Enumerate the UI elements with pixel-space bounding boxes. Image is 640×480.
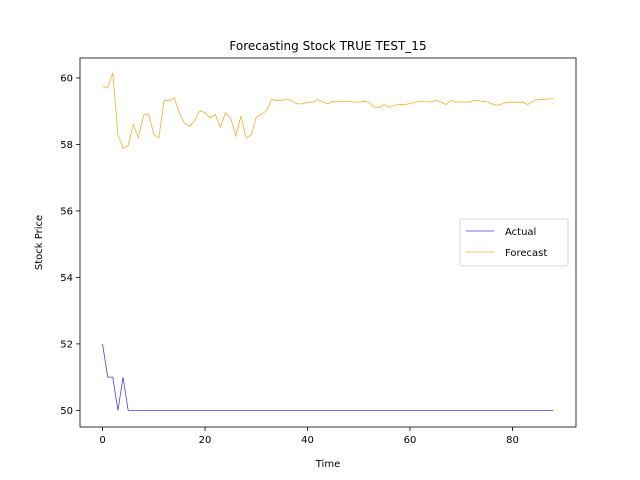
x-tick-label: 0 (99, 435, 105, 446)
y-axis-ticks: 50 52 54 56 58 60 (60, 73, 80, 417)
legend-label-forecast: Forecast (505, 248, 547, 259)
y-tick-label: 60 (60, 73, 73, 84)
x-tick-label: 60 (404, 435, 417, 446)
legend: Actual Forecast (459, 218, 569, 267)
x-axis-label: Time (315, 459, 340, 470)
series-line-forecast (102, 72, 554, 150)
series-line-actual (102, 343, 554, 411)
chart-title: Forecasting Stock TRUE TEST_15 (229, 39, 426, 53)
y-axis-label: Stock Price (34, 215, 45, 270)
y-tick-label: 56 (60, 206, 73, 217)
y-tick-label: 54 (60, 273, 73, 284)
x-axis-ticks: 0 20 40 60 80 (99, 427, 519, 446)
x-tick-label: 20 (199, 435, 212, 446)
x-tick-label: 80 (506, 435, 519, 446)
x-tick-label: 40 (301, 435, 314, 446)
y-tick-label: 52 (60, 339, 73, 350)
legend-label-actual: Actual (505, 227, 536, 238)
plot-lines (102, 72, 554, 411)
y-tick-label: 50 (60, 406, 73, 417)
axes-frame (79, 57, 577, 428)
y-tick-label: 58 (60, 140, 73, 151)
